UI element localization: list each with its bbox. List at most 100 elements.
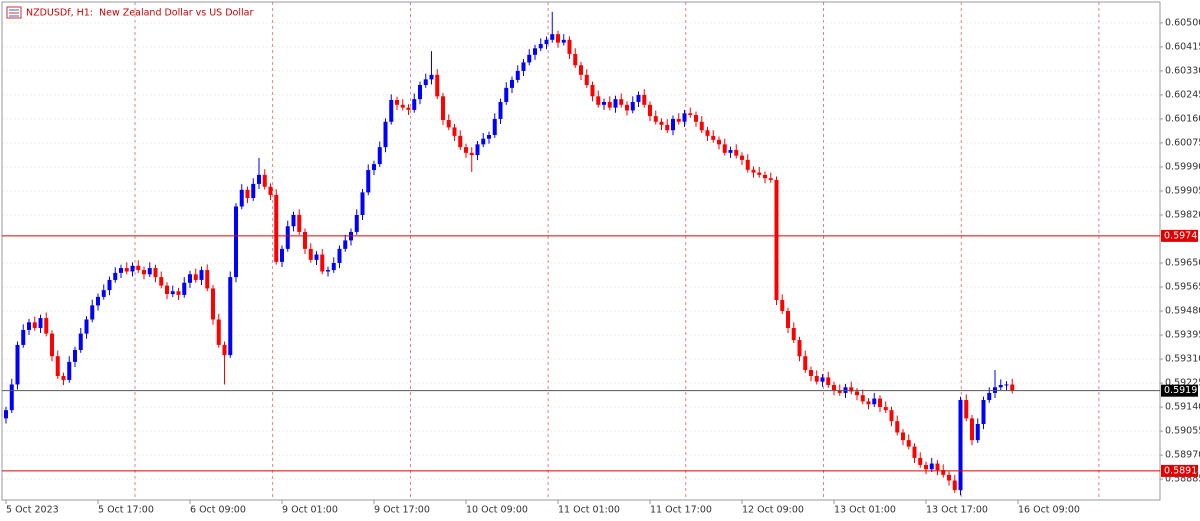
symbol-icon (6, 6, 22, 19)
candle-body (895, 421, 900, 433)
candle-body (952, 480, 957, 491)
candle-body (878, 398, 882, 408)
candle-body (533, 48, 537, 55)
candle-body (274, 194, 279, 262)
x-tick-label: 5 Oct 2023 (6, 505, 59, 516)
candle-body (619, 99, 624, 105)
candle-body (44, 318, 49, 334)
candle-body (343, 240, 348, 249)
candle-body (929, 463, 934, 470)
candle-body (998, 385, 1003, 388)
candle-body (636, 94, 641, 102)
candle-body (573, 53, 578, 66)
candle-body (211, 288, 215, 320)
candle-body (268, 186, 273, 195)
y-tick-label: 0.60075 (1165, 137, 1200, 148)
candle-body (935, 463, 940, 471)
candle-body (303, 231, 307, 249)
candle-body (705, 130, 710, 136)
candle-body (469, 152, 474, 156)
candle-body (50, 333, 54, 357)
candle-body (492, 118, 497, 136)
candle-body (280, 248, 284, 262)
candle-body (67, 361, 72, 380)
candle-body (297, 214, 302, 232)
candle-body (774, 179, 779, 300)
candle-body (153, 268, 158, 278)
candle-body (768, 178, 773, 180)
candle-body (751, 169, 756, 173)
candle-body (832, 385, 836, 391)
candle-body (136, 265, 141, 271)
candle-body (648, 104, 652, 117)
candle-body (855, 391, 859, 396)
candle-body (4, 410, 8, 419)
plot-area (4, 11, 1015, 496)
x-tick-label: 9 Oct 17:00 (374, 505, 430, 516)
grid (2, 2, 1160, 500)
candle-body (96, 296, 100, 306)
x-tick-label: 5 Oct 17:00 (98, 505, 154, 516)
candle-body (15, 344, 20, 385)
candle-body (159, 277, 164, 286)
candle-body (366, 170, 371, 193)
candle-body (32, 322, 37, 328)
candle-body (27, 322, 31, 330)
x-tick-label: 11 Oct 01:00 (558, 505, 620, 516)
candle-body (613, 99, 618, 108)
candle-body (717, 139, 721, 145)
y-tick-label: 0.60415 (1165, 41, 1200, 52)
candle-body (234, 206, 238, 278)
candle-body (763, 174, 767, 179)
candle-body (941, 470, 946, 475)
candle-body (360, 192, 365, 215)
candle-body (975, 424, 980, 441)
candle-body (331, 262, 336, 271)
candle-body (441, 96, 445, 121)
x-tick-label: 12 Oct 09:00 (742, 505, 804, 516)
candle-body (665, 124, 670, 131)
candle-body (809, 370, 813, 376)
candle-body (73, 350, 77, 362)
candle-body (653, 116, 658, 122)
candle-body (906, 440, 911, 447)
level-label: 0.58914 (1164, 465, 1200, 476)
candle-body (510, 79, 514, 88)
candle-body (912, 446, 917, 458)
candle-body (515, 70, 520, 80)
candle-body (176, 291, 181, 295)
candle-body (446, 120, 451, 128)
candle-body (285, 226, 290, 249)
candle-body (188, 274, 192, 283)
candle-body (320, 254, 325, 272)
candle-body (119, 268, 123, 273)
candle-body (970, 418, 974, 441)
candle-body (481, 138, 486, 145)
candle-body (228, 277, 233, 356)
candle-body (584, 74, 589, 86)
plot-border (1, 1, 1161, 501)
candle-body (544, 39, 549, 45)
x-tick-label: 13 Oct 01:00 (834, 505, 896, 516)
candle-body (130, 265, 135, 272)
candle-body (142, 270, 146, 275)
candle-body (308, 248, 313, 260)
candle-body (860, 395, 865, 402)
candle-body (251, 183, 256, 199)
candle-body (740, 155, 744, 160)
x-tick-label: 9 Oct 01:00 (282, 505, 338, 516)
candle-body (372, 164, 376, 171)
x-tick-label: 10 Oct 09:00 (466, 505, 528, 516)
candle-body (326, 270, 330, 272)
candle-body (193, 274, 198, 280)
candle-body (849, 387, 854, 392)
candle-body (728, 150, 733, 153)
y-tick-label: 0.59395 (1165, 330, 1200, 341)
candle-body (423, 79, 428, 86)
level-label: 0.59746 (1164, 230, 1200, 241)
